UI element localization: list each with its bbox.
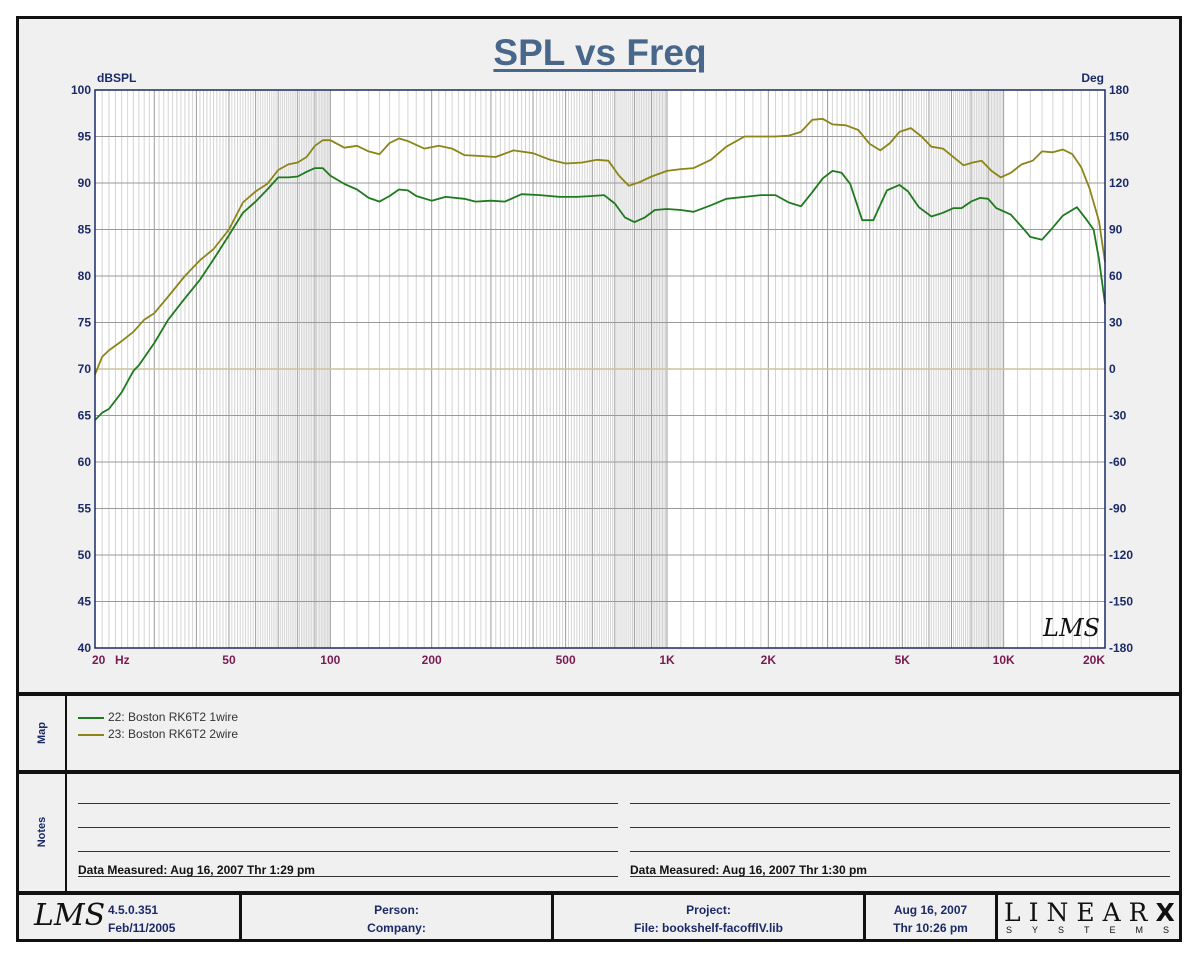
y-tick-label-left: 80	[78, 269, 92, 283]
legend-entry-2wire: 23: Boston RK6T2 2wire	[78, 726, 238, 742]
y-tick-label-left: 55	[78, 502, 92, 516]
x-tick-label: 10K	[993, 653, 1015, 667]
footer-divider-2	[551, 894, 554, 940]
chart-title: SPL vs Freq	[493, 32, 707, 73]
series-line-1wire	[94, 167, 1106, 421]
footer-date: Aug 16, 2007	[893, 903, 968, 917]
notes-line-right-1	[630, 803, 1170, 804]
y-tick-label-left: 95	[78, 130, 92, 144]
x-tick-label: 2K	[761, 653, 777, 667]
footer-lms-logo: LMS	[34, 898, 106, 933]
y-tick-label-left: 45	[78, 595, 92, 609]
y-tick-label-right: 30	[1109, 316, 1123, 330]
map-section-label: Map	[36, 722, 48, 744]
footer-file-label: File: bookshelf-facofflV.lib	[634, 921, 783, 935]
x-axis-unit: Hz	[115, 653, 130, 667]
y-tick-label-left: 40	[78, 641, 92, 655]
plot-border	[94, 89, 1106, 649]
notes-line-left-2	[78, 827, 618, 828]
y-tick-label-left: 50	[78, 548, 92, 562]
footer-person-label: Person:	[374, 903, 419, 917]
footer-divider-3	[863, 894, 866, 940]
y-axis-left-title: dBSPL	[97, 71, 136, 85]
y-tick-label-left: 90	[78, 176, 92, 190]
footer-time: Thr 10:26 pm	[893, 921, 968, 935]
y-tick-label-right: -120	[1109, 548, 1133, 562]
y-tick-label-right: 90	[1109, 223, 1123, 237]
legend-swatch-2wire	[78, 733, 104, 736]
x-tick-label: 20K	[1083, 653, 1105, 667]
y-axis-right-title: Deg	[1081, 71, 1104, 85]
footer-divider-4	[995, 894, 998, 940]
linearx-logo-x: X	[1155, 898, 1175, 927]
x-tick-label: 1K	[659, 653, 675, 667]
notes-line-right-2	[630, 827, 1170, 828]
notes-line-left-3	[78, 851, 618, 852]
x-tick-label: 100	[320, 653, 340, 667]
x-tick-label: 500	[556, 653, 576, 667]
linearx-logo-text: LINEAR	[1004, 898, 1156, 927]
y-tick-label-left: 75	[78, 316, 92, 330]
y-tick-label-right: -30	[1109, 409, 1127, 423]
divider-notes-footer	[16, 891, 1182, 895]
legend-entry-1wire: 22: Boston RK6T2 1wire	[78, 709, 238, 725]
y-tick-label-left: 60	[78, 455, 92, 469]
y-tick-label-left: 100	[71, 83, 91, 97]
y-tick-label-left: 65	[78, 409, 92, 423]
chart-watermark-lms: LMS	[1042, 614, 1100, 642]
x-tick-label: 50	[222, 653, 236, 667]
footer-version: 4.5.0.351	[108, 903, 159, 917]
y-tick-label-right: -150	[1109, 595, 1133, 609]
legend-label-1wire: 22: Boston RK6T2 1wire	[108, 710, 239, 724]
y-tick-label-left: 85	[78, 223, 92, 237]
notes-measured-right: Data Measured: Aug 16, 2007 Thr 1:30 pm	[630, 863, 867, 877]
notes-section-label: Notes	[36, 816, 48, 848]
y-tick-label-right: -180	[1109, 641, 1133, 655]
y-tick-label-left: 70	[78, 362, 92, 376]
y-tick-label-right: 180	[1109, 83, 1129, 97]
y-tick-label-right: -60	[1109, 455, 1127, 469]
y-tick-label-right: 120	[1109, 176, 1129, 190]
footer-company-label: Company:	[367, 921, 426, 935]
footer-divider-1	[239, 894, 242, 940]
x-tick-label: 200	[422, 653, 442, 667]
side-label-divider	[65, 695, 67, 892]
notes-line-right-4	[630, 876, 1170, 877]
chart-area: 100 95 90 85 80 75 70 65 60 55 50 45 40 180 150 120 90 6…	[71, 71, 1133, 667]
x-tick-label: 5K	[895, 653, 911, 667]
divider-chart-map	[16, 692, 1182, 696]
legend-label-2wire: 23: Boston RK6T2 2wire	[108, 727, 239, 741]
divider-map-notes	[16, 770, 1182, 774]
y-tick-label-right: 0	[1109, 362, 1116, 376]
series-line-2wire	[94, 117, 1106, 375]
x-tick-label: 20	[92, 653, 106, 667]
footer-version-date: Feb/11/2005	[108, 921, 176, 935]
linearx-logo: LINEARX	[1004, 898, 1175, 927]
legend-swatch-1wire	[78, 716, 104, 719]
notes-line-left-4	[78, 876, 618, 877]
notes-measured-left: Data Measured: Aug 16, 2007 Thr 1:29 pm	[78, 863, 315, 877]
notes-line-left-1	[78, 803, 618, 804]
y-tick-label-right: 60	[1109, 269, 1123, 283]
linearx-systems-text: SYSTEMS	[1006, 925, 1190, 935]
notes-line-right-3	[630, 851, 1170, 852]
y-tick-label-right: 150	[1109, 130, 1129, 144]
footer-project-label: Project:	[686, 903, 731, 917]
y-tick-label-right: -90	[1109, 502, 1127, 516]
